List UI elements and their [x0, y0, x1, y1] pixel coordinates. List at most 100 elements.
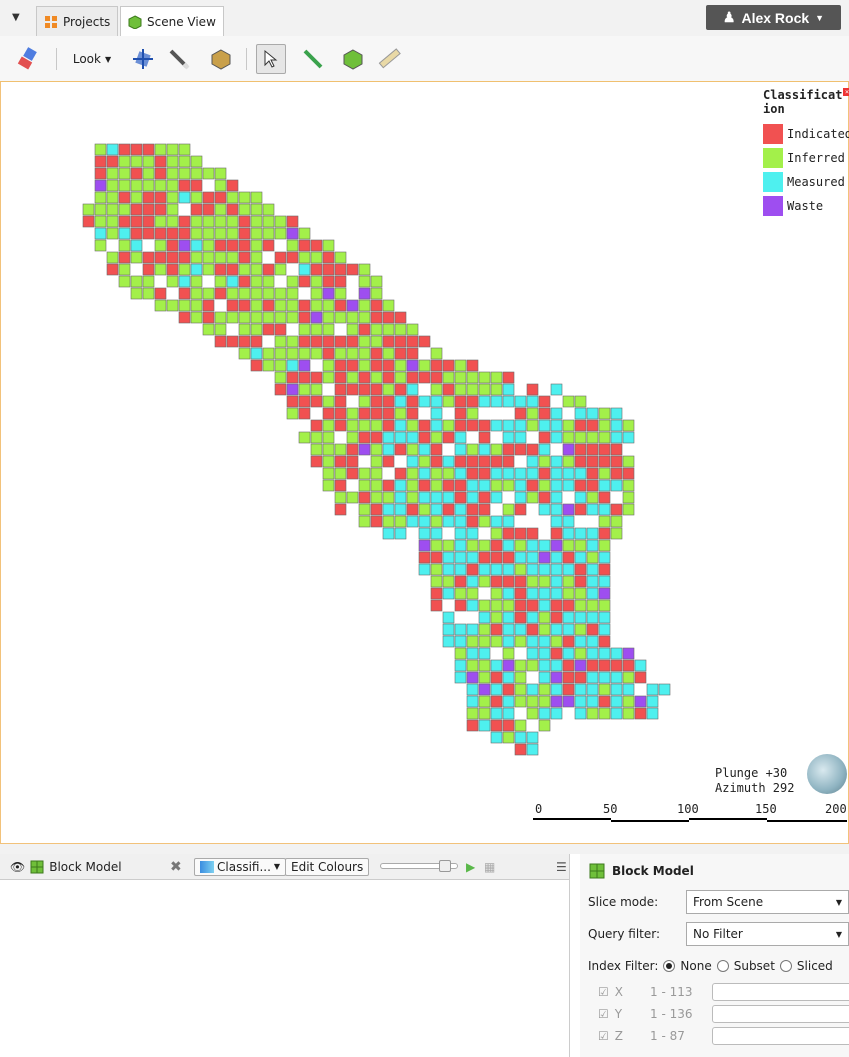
- ruler-tool-button[interactable]: [374, 44, 404, 74]
- block-cell: [538, 539, 551, 552]
- block-cell: [118, 239, 131, 252]
- block-cell: [538, 407, 551, 420]
- tab-projects[interactable]: Projects: [36, 6, 119, 36]
- block-cell: [262, 287, 275, 300]
- checkbox-icon[interactable]: ☑: [598, 985, 609, 999]
- look-dropdown[interactable]: Look ▼: [66, 44, 118, 74]
- block-cell: [490, 623, 503, 636]
- block-cell: [358, 347, 371, 360]
- block-cell: [298, 383, 311, 396]
- lighting-icon[interactable]: ▶: [466, 859, 476, 874]
- block-cell: [190, 239, 203, 252]
- select-tool-button[interactable]: [256, 44, 286, 74]
- tab-scene-view[interactable]: Scene View: [120, 6, 224, 37]
- opacity-slider[interactable]: [380, 860, 458, 872]
- block-cell: [490, 419, 503, 432]
- block-cell: [298, 431, 311, 444]
- user-menu-button[interactable]: ♟ Alex Rock ▼: [706, 5, 841, 30]
- slice-mode-select[interactable]: From Scene ▼: [686, 890, 849, 914]
- index-sliced-radio[interactable]: [779, 960, 792, 972]
- chevron-down-icon: ▼: [835, 929, 842, 939]
- block-cell: [406, 503, 419, 516]
- block-model-render[interactable]: [1, 82, 849, 844]
- block-cell: [118, 191, 131, 204]
- scale-tick-label: 100: [677, 802, 699, 816]
- block-cell: [178, 215, 191, 228]
- block-cell: [418, 359, 431, 372]
- block-cell: [286, 335, 299, 348]
- block-cell: [370, 383, 383, 396]
- scene-view-canvas[interactable]: Classification × Indicated Inferred Measur…: [0, 82, 849, 844]
- block-cell: [178, 179, 191, 192]
- block-cell: [274, 287, 287, 300]
- query-filter-select[interactable]: No Filter ▼: [686, 922, 849, 946]
- index-range-slider[interactable]: [712, 1005, 849, 1023]
- block-cell: [430, 515, 443, 528]
- block-cell: [298, 371, 311, 384]
- scale-bar: 0 50 100 150 200: [533, 802, 847, 832]
- block-cell: [490, 671, 503, 684]
- block-cell: [442, 479, 455, 492]
- checkbox-icon[interactable]: ☑: [598, 1007, 609, 1021]
- grid-display-icon[interactable]: ▦: [484, 859, 496, 874]
- index-range-slider[interactable]: [712, 1027, 849, 1045]
- block-cell: [166, 143, 179, 156]
- block-cell: [598, 707, 611, 720]
- draw-points-button[interactable]: [206, 44, 236, 74]
- index-range-slider[interactable]: [712, 983, 849, 1001]
- block-tool-button[interactable]: [338, 44, 368, 74]
- block-cell: [334, 311, 347, 324]
- block-cell: [466, 455, 479, 468]
- block-cell: [346, 407, 359, 420]
- close-icon[interactable]: ×: [843, 88, 849, 96]
- legend-swatch[interactable]: [763, 124, 783, 144]
- block-cell: [502, 635, 515, 648]
- panel-splitter[interactable]: [0, 844, 849, 854]
- block-cell: [514, 407, 527, 420]
- eraser-tool-button[interactable]: [12, 44, 42, 74]
- block-cell: [202, 191, 215, 204]
- block-cell: [142, 215, 155, 228]
- panel-menu-icon[interactable]: ☰: [556, 859, 567, 874]
- checkbox-icon[interactable]: ☑: [598, 1029, 609, 1043]
- block-cell: [154, 299, 167, 312]
- index-none-radio[interactable]: [663, 960, 676, 972]
- block-cell: [310, 323, 323, 336]
- block-cell: [154, 215, 167, 228]
- block-cell: [274, 323, 287, 336]
- block-cell: [514, 623, 527, 636]
- slider-handle[interactable]: [439, 860, 451, 872]
- legend-swatch[interactable]: [763, 196, 783, 216]
- view-compass-icon[interactable]: [807, 754, 847, 794]
- block-cell: [130, 275, 143, 288]
- block-cell: [598, 479, 611, 492]
- tab-menu-arrow-icon[interactable]: ▼: [12, 12, 20, 23]
- query-filter-label: Query filter:: [588, 927, 661, 941]
- slice-tool-button[interactable]: [298, 44, 328, 74]
- block-cell: [490, 659, 503, 672]
- block-cell: [382, 395, 395, 408]
- block-cell: [238, 311, 251, 324]
- block-cell: [202, 239, 215, 252]
- block-cell: [382, 431, 395, 444]
- block-cell: [526, 383, 539, 396]
- colour-column-dropdown[interactable]: Classifi... ▼: [194, 857, 287, 876]
- block-cell: [454, 515, 467, 528]
- block-cell: [370, 299, 383, 312]
- block-cell: [250, 203, 263, 216]
- remove-x-icon[interactable]: ✖: [170, 858, 182, 875]
- block-cell: [418, 467, 431, 480]
- block-cell: [370, 275, 383, 288]
- block-cell: [178, 155, 191, 168]
- index-none-label: None: [680, 959, 712, 973]
- index-subset-radio[interactable]: [716, 960, 729, 972]
- visibility-eye-icon[interactable]: 👁: [10, 859, 26, 874]
- edit-colours-button[interactable]: Edit Colours: [285, 857, 370, 876]
- legend-swatch[interactable]: [763, 148, 783, 168]
- draw-line-button[interactable]: [164, 44, 194, 74]
- block-cell: [526, 491, 539, 504]
- block-cell: [286, 347, 299, 360]
- block-cell: [514, 587, 527, 600]
- move-tool-button[interactable]: [128, 44, 158, 74]
- legend-swatch[interactable]: [763, 172, 783, 192]
